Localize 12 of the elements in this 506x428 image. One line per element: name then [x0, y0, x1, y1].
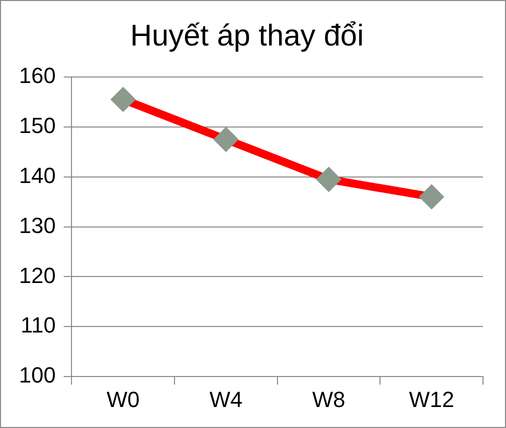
x-tick-label: W8 [312, 386, 346, 412]
y-tick-label: 110 [20, 312, 56, 338]
x-tick-label: W0 [106, 386, 140, 412]
x-tick-label: W4 [209, 386, 242, 412]
y-tick-label: 120 [18, 262, 56, 288]
x-tick-label: W12 [408, 386, 454, 412]
y-tick-label: 160 [18, 63, 56, 88]
y-tick-label: 100 [18, 362, 56, 388]
y-tick-label: 140 [18, 162, 56, 188]
y-tick-label: 130 [18, 212, 56, 238]
chart-title: Huyết áp thay đổi [130, 19, 364, 52]
y-tick-label: 150 [18, 112, 56, 138]
